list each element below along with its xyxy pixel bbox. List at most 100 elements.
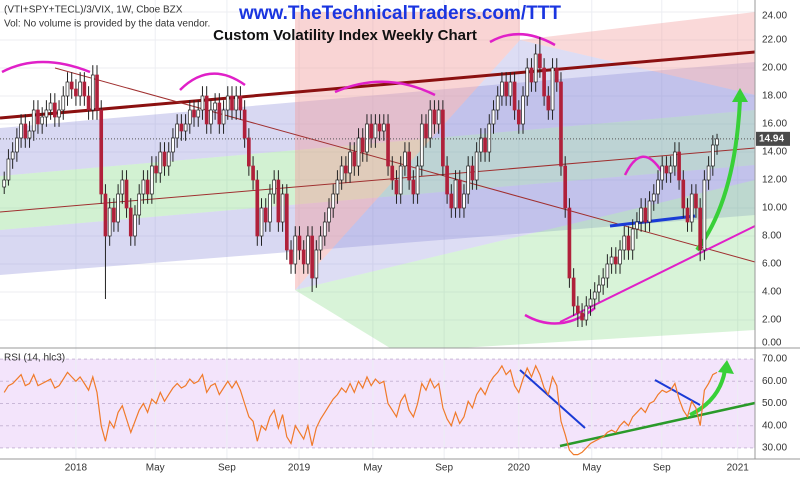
candle-body (116, 193, 120, 223)
candle-body (158, 151, 163, 174)
candle-body (48, 102, 53, 111)
candle-body (183, 123, 188, 132)
candle-body (382, 123, 386, 132)
candle-body (664, 165, 669, 174)
candle-body (592, 291, 597, 300)
candle-body (613, 256, 618, 265)
last-price-label: 14.94 (759, 133, 784, 144)
y-tick-label: 4.00 (762, 287, 782, 298)
candle-body (491, 109, 496, 125)
x-tick-label: 2021 (727, 463, 750, 474)
candle-body (213, 102, 217, 111)
candle-body (403, 151, 407, 167)
chart-title: www.TheTechnicalTraders.com/TTT (238, 3, 561, 24)
trendline (559, 225, 756, 323)
arc (489, 32, 556, 47)
candle-body (154, 165, 158, 174)
candle-body (668, 165, 673, 174)
x-tick-label: Sep (218, 463, 236, 474)
last-price-box (756, 131, 790, 146)
candle-body (331, 193, 336, 209)
candle-body (259, 207, 264, 237)
candle-body (251, 165, 255, 181)
x-tick-label: May (146, 463, 165, 474)
candle-body (314, 249, 319, 279)
chart-subtitle: Custom Volatility Index Weekly Chart (213, 27, 477, 44)
x-tick-label: May (363, 463, 382, 474)
candle-body (495, 95, 500, 111)
candle-body (698, 207, 702, 251)
candle-body (23, 123, 28, 139)
candle-body (588, 298, 593, 307)
candle-body (521, 95, 525, 125)
candle-body (263, 207, 268, 223)
candle-body (61, 95, 66, 111)
y-tick-label: 22.00 (762, 35, 787, 46)
candle-body (474, 151, 479, 181)
x-tick-label: 2018 (65, 463, 88, 474)
candle-body (369, 123, 373, 139)
arc (623, 155, 664, 176)
candle-body (276, 179, 281, 223)
candle-body (128, 207, 133, 237)
candle-body (559, 81, 563, 167)
candle-body (630, 228, 635, 251)
y-tick-label: 30.00 (762, 443, 787, 454)
candle-body (255, 179, 260, 237)
candle-body (508, 81, 513, 97)
candle-body (137, 193, 142, 216)
candle-body (19, 123, 23, 139)
candle-body (479, 137, 483, 153)
candle-body (15, 137, 19, 153)
fork-band (295, 12, 520, 290)
background-layer (0, 0, 755, 459)
candle-body (415, 165, 420, 195)
candle-body (424, 123, 428, 139)
candle-body (344, 165, 348, 174)
candle-body (150, 165, 154, 195)
candle-body (512, 81, 517, 111)
candle-body (179, 123, 184, 132)
candle-body (445, 165, 449, 195)
candle-body (95, 74, 99, 111)
candle-body (268, 193, 272, 223)
candle-body (609, 256, 614, 265)
candle-body (200, 95, 205, 111)
candle-body (187, 109, 192, 125)
candle-body (356, 137, 361, 167)
candle-body (209, 109, 213, 125)
candle-body (656, 179, 660, 195)
candle-body (457, 179, 462, 209)
arc (334, 80, 436, 97)
x-tick-label: May (582, 463, 601, 474)
candle-body (554, 67, 559, 83)
candle-body (462, 193, 466, 209)
candle-body (53, 102, 57, 118)
candle-body (99, 109, 104, 195)
candle-body (673, 151, 677, 167)
candle-body (82, 81, 87, 97)
candle-body (162, 151, 167, 167)
candle-body (10, 151, 15, 160)
y-tick-label: 60.00 (762, 376, 787, 387)
trendline (519, 369, 586, 429)
candle-body (297, 235, 302, 251)
candle-body (238, 95, 243, 111)
candle-body (390, 165, 395, 181)
candle-body (546, 95, 551, 111)
candle-body (65, 81, 70, 97)
trendline (559, 401, 756, 448)
candle-body (318, 235, 323, 251)
candle-body (272, 179, 276, 195)
candle-body (605, 263, 610, 279)
symbol-label: (VTI+SPY+TECL)/3/VIX, 1W, Cboe BZX (4, 5, 183, 16)
candle-body (335, 179, 340, 195)
candle-body (411, 179, 416, 195)
candle-body (225, 95, 230, 111)
candle-body (171, 137, 175, 153)
candle-body (31, 109, 36, 132)
candle-body (639, 207, 643, 223)
candle-body (681, 179, 686, 209)
candle-body (483, 137, 487, 153)
candle-body (196, 109, 201, 118)
